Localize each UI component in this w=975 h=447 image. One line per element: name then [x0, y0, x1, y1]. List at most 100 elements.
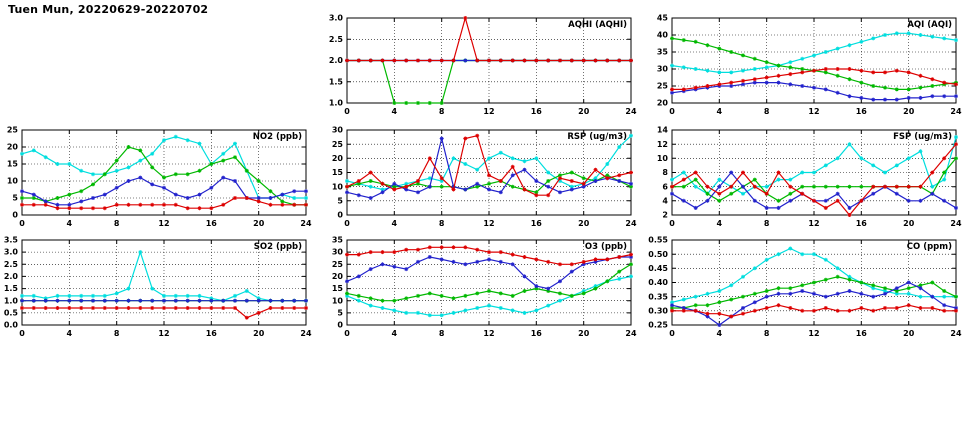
y-tick-label: 10: [332, 182, 344, 191]
y-tick-label: 0.45: [648, 264, 668, 273]
y-tick-label: 35: [657, 48, 669, 57]
chart-title-co: CO (ppm): [907, 242, 952, 252]
x-tick-label: 24: [950, 329, 962, 338]
chart-title-o3: O3 (ppb): [585, 242, 627, 252]
y-tick-label: 15: [332, 168, 344, 177]
plot-frame: [21, 239, 307, 326]
x-tick-label: 24: [300, 329, 312, 338]
y-tick-label: 5: [12, 194, 18, 203]
y-tick-label: 15: [332, 284, 344, 293]
chart-title-fsp: FSP (ug/m3): [893, 132, 952, 142]
y-tick-label: 0: [337, 211, 343, 220]
y-tick-label: 1.0: [329, 99, 344, 108]
x-tick-label: 4: [717, 219, 723, 228]
y-tick-label: 0.40: [648, 278, 668, 287]
x-tick-label: 0: [344, 329, 350, 338]
y-tick-label: 5: [337, 196, 343, 205]
y-tick-label: 30: [332, 126, 344, 135]
y-tick-label: 2.5: [329, 35, 344, 44]
chart-title-rsp: RSP (ug/m3): [567, 132, 627, 142]
x-tick-label: 8: [764, 329, 770, 338]
x-tick-label: 24: [300, 219, 312, 228]
chart-fsp: 2 4 6 8 10 12 14 0 4 8 12 16 20 24 FSP (ug/m3): [642, 124, 964, 234]
chart-svg-o3: 0 5 10 15 20 25 30 35 0 4 8 12 16 20 24 O3 (ppb): [332, 236, 637, 338]
x-tick-label: 20: [253, 329, 265, 338]
y-tick-label: 25: [332, 260, 344, 269]
x-tick-label: 16: [856, 107, 868, 116]
y-tick-label: 5: [337, 309, 343, 318]
y-tick-label: 3.0: [329, 14, 344, 23]
x-tick-label: 8: [439, 107, 445, 116]
chart-svg-aqi: 20 25 30 35 40 45 0 4 8 12 16 20 24 AQI (AQI): [657, 14, 962, 116]
x-tick-label: 20: [253, 219, 265, 228]
y-tick-label: 0.30: [648, 306, 668, 315]
x-tick-label: 12: [808, 329, 819, 338]
x-tick-label: 4: [392, 107, 398, 116]
series-markers-red: [670, 67, 958, 92]
series-markers-cyan: [345, 133, 633, 192]
x-tick-label: 0: [344, 107, 350, 116]
y-tick-label: 8: [662, 168, 668, 177]
x-tick-label: 20: [578, 329, 590, 338]
y-tick-label: 2.0: [329, 56, 344, 65]
y-tick-label: 2.0: [4, 272, 19, 281]
chart-rsp: 0 5 10 15 20 25 30 0 4 8 12 16 20 24 RSP (ug/m3): [317, 124, 639, 234]
y-tick-label: 20: [657, 99, 669, 108]
plot-frame: [671, 17, 957, 104]
x-tick-label: 8: [764, 219, 770, 228]
chart-aqi: 20 25 30 35 40 45 0 4 8 12 16 20 24 AQI (AQI): [642, 12, 964, 122]
series-markers-red: [20, 306, 308, 320]
chart-svg-no2: 0 5 10 15 20 25 0 4 8 12 16 20 24 NO2 (ppb): [7, 126, 312, 228]
x-tick-label: 16: [856, 219, 868, 228]
plot-frame: [671, 239, 957, 326]
y-tick-label: 35: [332, 236, 344, 245]
chart-so2: 0.0 0.5 1.0 1.5 2.0 2.5 3.0 3.5 0 4 8 12 16 20 24 SO2 (…: [0, 234, 314, 344]
x-tick-label: 4: [392, 219, 398, 228]
y-tick-label: 3.0: [4, 248, 19, 257]
chart-o3: 0 5 10 15 20 25 30 35 0 4 8 12 16 20 24 O3 (ppb): [317, 234, 639, 344]
x-tick-label: 16: [206, 329, 218, 338]
x-tick-label: 16: [206, 219, 218, 228]
y-tick-label: 30: [332, 248, 344, 257]
x-tick-label: 12: [483, 219, 494, 228]
series-markers-cyan: [670, 31, 958, 75]
y-tick-label: 1.5: [4, 284, 19, 293]
series-line-red: [346, 134, 632, 196]
series-markers-red: [345, 16, 633, 63]
series-markers-cyan: [345, 274, 633, 318]
x-tick-label: 24: [625, 107, 637, 116]
x-tick-label: 8: [114, 329, 120, 338]
chart-svg-co: 0.25 0.30 0.35 0.40 0.45 0.50 0.55 0 4 8 12 16 20 24 C…: [648, 236, 962, 338]
chart-co: 0.25 0.30 0.35 0.40 0.45 0.50 0.55 0 4 8 12 16 20 24 C…: [642, 234, 964, 344]
y-tick-label: 0.55: [648, 236, 668, 245]
y-tick-label: 0.50: [648, 250, 668, 259]
x-tick-label: 24: [625, 219, 637, 228]
grid-lines: [21, 239, 307, 326]
y-tick-label: 20: [332, 154, 344, 163]
chart-svg-so2: 0.0 0.5 1.0 1.5 2.0 2.5 3.0 3.5 0 4 8 12 16 20 24 SO2 (…: [4, 236, 312, 338]
series-markers-red: [20, 196, 308, 211]
page-title: Tuen Mun, 20220629-20220702: [8, 3, 209, 16]
x-tick-label: 8: [439, 329, 445, 338]
y-tick-label: 25: [657, 82, 669, 91]
x-tick-label: 16: [531, 219, 543, 228]
x-tick-label: 12: [158, 219, 169, 228]
series-line-green: [672, 157, 957, 202]
x-tick-label: 0: [669, 107, 675, 116]
y-tick-label: 0: [12, 211, 18, 220]
x-tick-label: 12: [483, 329, 494, 338]
x-tick-label: 16: [531, 329, 543, 338]
x-tick-label: 4: [67, 329, 73, 338]
y-tick-label: 4: [662, 196, 668, 205]
x-tick-label: 8: [439, 219, 445, 228]
y-tick-label: 3.5: [4, 236, 19, 245]
chart-svg-aqhi: 1.0 1.5 2.0 2.5 3.0 0 4 8 12 16 20 24 AQHI (AQHI): [329, 14, 637, 116]
series-markers-blue: [345, 136, 633, 200]
x-tick-label: 12: [158, 329, 169, 338]
y-tick-label: 30: [657, 65, 669, 74]
x-tick-label: 16: [856, 329, 868, 338]
series-markers-green: [670, 274, 958, 310]
y-tick-label: 25: [332, 140, 344, 149]
series-markers-red: [670, 303, 958, 319]
